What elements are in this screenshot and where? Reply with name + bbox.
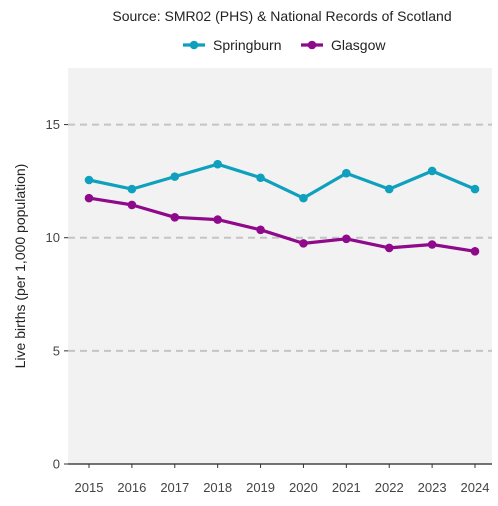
x-tick-label: 2023 [418, 480, 447, 495]
legend-item-glasgow: Glasgow [301, 37, 386, 53]
data-point-glasgow [470, 246, 480, 256]
x-tick-label: 2015 [75, 480, 104, 495]
data-point-springburn [127, 184, 137, 194]
y-axis-title: Live births (per 1,000 population) [12, 164, 28, 369]
legend-swatch-point [307, 40, 317, 50]
gridlines [68, 123, 492, 352]
data-point-springburn [213, 159, 222, 169]
chart-caption: Source: SMR02 (PHS) & National Records o… [112, 8, 451, 24]
data-point-springburn [170, 172, 180, 181]
y-axis: 0 5 10 15 [46, 117, 68, 472]
series-line-springburn [87, 162, 477, 200]
series-springburn [84, 159, 480, 203]
data-point-springburn [342, 168, 351, 178]
x-tick-label: 2017 [160, 480, 189, 495]
plot-panel [68, 68, 492, 464]
data-point-glasgow [342, 234, 351, 244]
y-tick-label: 15 [46, 117, 60, 132]
data-point-glasgow [384, 243, 394, 253]
data-point-glasgow [213, 215, 222, 224]
data-point-springburn [256, 173, 265, 183]
series-layer [84, 159, 480, 256]
x-tick-label: 2019 [246, 480, 275, 495]
data-point-glasgow [170, 213, 180, 222]
series-line-glasgow [87, 196, 477, 253]
x-tick-label: 2021 [332, 480, 361, 495]
data-point-springburn [427, 166, 437, 176]
data-point-glasgow [427, 240, 437, 249]
data-point-glasgow [256, 225, 265, 235]
legend-label: Springburn [213, 37, 282, 53]
x-tick-label: 2020 [289, 480, 318, 495]
legend-swatch-point [189, 40, 199, 50]
legend-label: Glasgow [331, 37, 386, 53]
x-tick-label: 2024 [461, 480, 490, 495]
data-point-glasgow [299, 239, 308, 248]
series-glasgow [84, 193, 480, 256]
data-point-springburn [84, 175, 94, 185]
data-point-glasgow [84, 193, 94, 203]
y-tick-label: 10 [46, 230, 60, 245]
data-point-springburn [470, 184, 480, 194]
legend-item-springburn: Springburn [183, 37, 282, 53]
data-point-glasgow [127, 200, 137, 210]
x-axis: 2015 2016 2017 2018 2019 2020 2021 2022 2023 2024 [68, 463, 492, 495]
y-tick-label: 0 [53, 457, 60, 472]
x-tick-label: 2018 [203, 480, 232, 495]
x-tick-label: 2022 [375, 480, 404, 495]
y-tick-label: 5 [53, 343, 60, 358]
data-point-springburn [384, 184, 394, 194]
x-tick-label: 2016 [117, 480, 146, 495]
legend: Springburn Glasgow [183, 37, 386, 53]
data-point-springburn [299, 193, 308, 203]
